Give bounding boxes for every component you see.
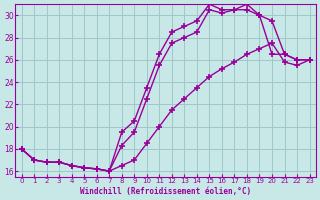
X-axis label: Windchill (Refroidissement éolien,°C): Windchill (Refroidissement éolien,°C) bbox=[80, 187, 251, 196]
